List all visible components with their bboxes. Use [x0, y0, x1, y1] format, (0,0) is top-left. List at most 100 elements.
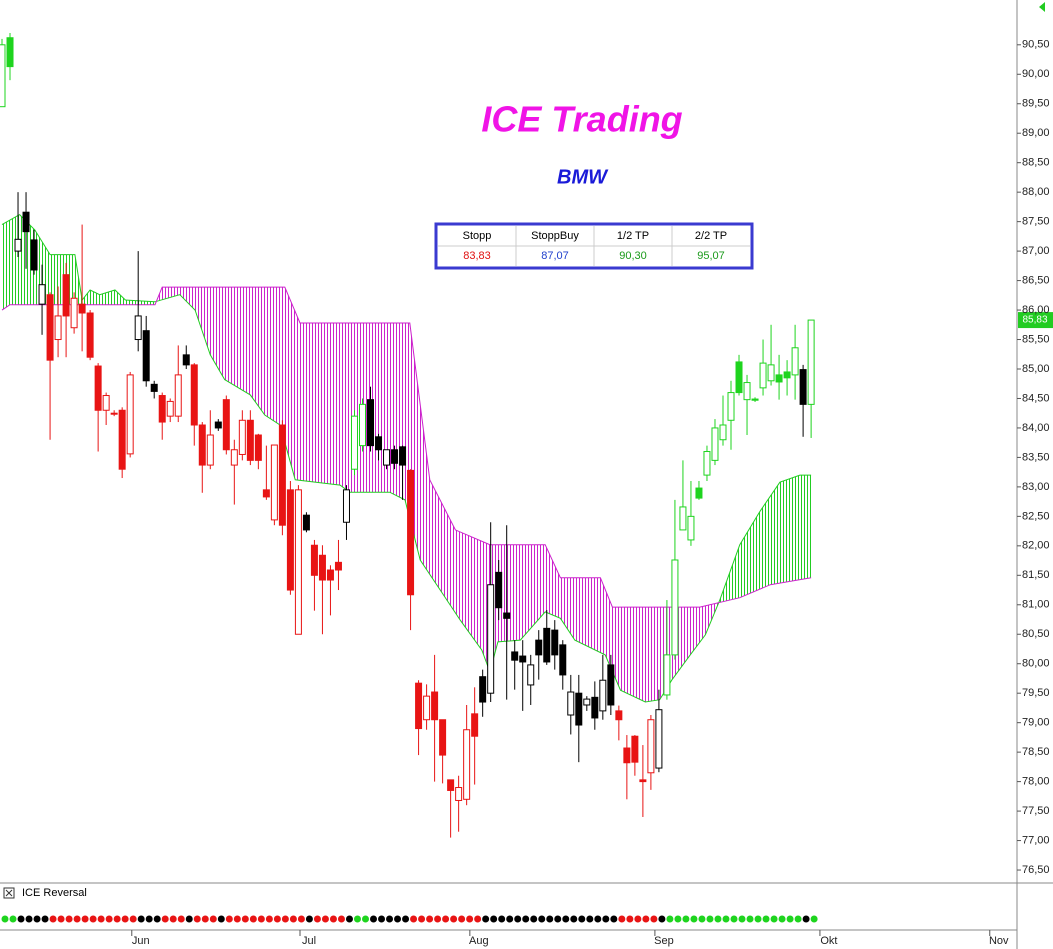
signal-dot — [458, 915, 466, 923]
signal-dot — [313, 915, 321, 923]
candle-body — [463, 729, 471, 800]
scroll-arrow[interactable] — [1039, 2, 1045, 12]
candle-body — [511, 651, 519, 661]
candle-body — [751, 398, 759, 401]
signal-dot — [129, 915, 137, 923]
candle-body — [671, 559, 679, 656]
signal-dot — [530, 915, 538, 923]
y-tick-label: 89,00 — [1022, 127, 1050, 139]
y-tick-label: 86,00 — [1022, 304, 1050, 316]
y-tick-label: 80,00 — [1022, 658, 1050, 670]
candle-body — [679, 506, 687, 531]
table-value: 90,30 — [619, 250, 647, 262]
candle-body — [94, 365, 102, 411]
signal-dot — [105, 915, 113, 923]
candle-body — [334, 561, 342, 571]
candle-body — [559, 644, 567, 676]
candle-body — [86, 312, 94, 358]
candle-body — [286, 489, 294, 591]
signal-dot — [586, 915, 594, 923]
candle-body — [358, 403, 366, 447]
candle-body — [158, 395, 166, 423]
candle-body — [551, 629, 559, 656]
y-tick-label: 85,00 — [1022, 363, 1050, 375]
candle-body — [543, 627, 551, 663]
signal-dot — [97, 915, 105, 923]
signal-dot — [17, 915, 25, 923]
signal-dot — [626, 915, 634, 923]
signal-dot — [169, 915, 177, 923]
signal-dot — [778, 915, 786, 923]
table-header: 1/2 TP — [617, 230, 649, 242]
signal-dot — [786, 915, 794, 923]
signal-dot — [594, 915, 602, 923]
candle-body — [30, 239, 38, 271]
signal-dot — [257, 915, 265, 923]
candle-body — [639, 779, 647, 783]
candle-body — [367, 399, 375, 447]
candle-body — [350, 415, 358, 470]
indicator-toggle-icon — [5, 889, 13, 897]
signal-dot — [361, 915, 369, 923]
candle-body — [206, 434, 214, 466]
last-price-label: 85,83 — [1022, 315, 1047, 326]
candle-body — [270, 444, 278, 521]
candle-body — [775, 374, 783, 383]
candle-body — [294, 489, 302, 635]
candle-body — [383, 449, 391, 466]
y-tick-label: 87,00 — [1022, 245, 1050, 257]
candle-body — [767, 364, 775, 382]
signal-dot — [610, 915, 618, 923]
candle-body — [415, 682, 423, 730]
signal-dot — [738, 915, 746, 923]
candle-body — [342, 489, 350, 523]
signal-dot — [241, 915, 249, 923]
signal-dot — [562, 915, 570, 923]
candle-body — [54, 315, 62, 341]
candle-body — [262, 489, 270, 498]
signal-dot — [25, 915, 33, 923]
candle-body — [22, 211, 30, 233]
y-tick-label: 82,50 — [1022, 510, 1050, 522]
signal-dot — [722, 915, 730, 923]
candle-body — [62, 274, 70, 317]
table-value: 95,07 — [697, 250, 725, 262]
table-header: 2/2 TP — [695, 230, 727, 242]
candle-body — [439, 719, 447, 756]
candle-body — [503, 612, 511, 619]
signal-dot — [345, 915, 353, 923]
candle-body — [326, 569, 334, 581]
candle-body — [455, 787, 463, 801]
signal-dot — [402, 915, 410, 923]
candle-body — [431, 691, 439, 721]
signal-dot — [754, 915, 762, 923]
candle-body — [230, 449, 238, 466]
y-tick-label: 85,50 — [1022, 333, 1050, 345]
candle-body — [535, 639, 543, 656]
signal-dot — [89, 915, 97, 923]
signal-dot — [698, 915, 706, 923]
y-tick-label: 81,50 — [1022, 569, 1050, 581]
signal-dot — [1, 915, 9, 923]
candle-body — [615, 710, 623, 721]
signal-dot — [65, 915, 73, 923]
signal-dot — [378, 915, 386, 923]
y-tick-label: 88,00 — [1022, 186, 1050, 198]
signal-dot — [410, 915, 418, 923]
candle-body — [623, 747, 631, 764]
y-tick-label: 84,00 — [1022, 422, 1050, 434]
candle-body — [375, 436, 383, 451]
signal-dot — [249, 915, 257, 923]
candle-body — [783, 371, 791, 379]
signal-dot — [618, 915, 626, 923]
signal-dot — [49, 915, 57, 923]
table-header: StoppBuy — [531, 230, 579, 242]
signal-dot — [81, 915, 89, 923]
signal-dot — [746, 915, 754, 923]
signal-dot — [578, 915, 586, 923]
candle-body — [407, 469, 415, 596]
candle-body — [78, 303, 86, 314]
candle-body — [735, 361, 743, 394]
candle-body — [46, 294, 54, 361]
candle-body — [703, 451, 711, 476]
